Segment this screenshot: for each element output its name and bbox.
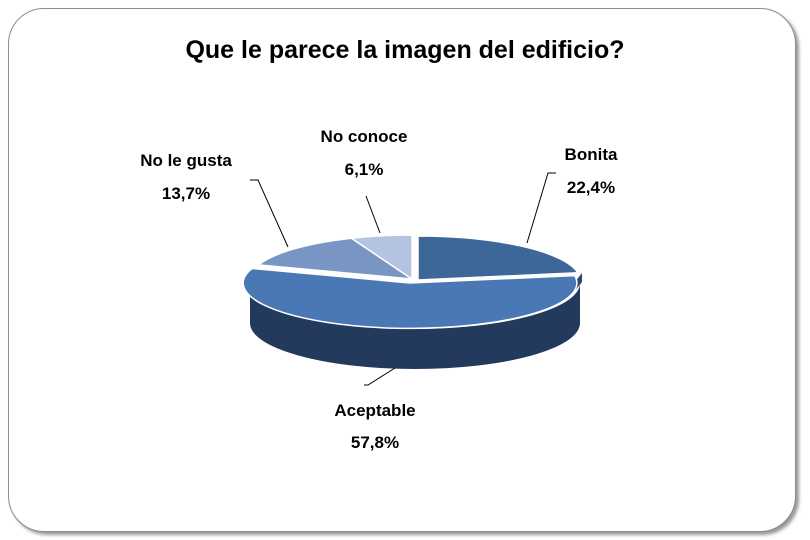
slice-bonita bbox=[418, 236, 578, 280]
label-bonita: Bonita bbox=[565, 145, 618, 164]
value-bonita: 22,4% bbox=[567, 178, 615, 197]
leader-line-aceptable bbox=[364, 368, 395, 385]
value-no-conoce: 6,1% bbox=[345, 160, 384, 179]
label-no-conoce: No conoce bbox=[321, 127, 408, 146]
leader-line-no-le-gusta bbox=[250, 180, 288, 247]
leader-line-no-conoce bbox=[366, 196, 380, 233]
value-aceptable: 57,8% bbox=[351, 433, 399, 452]
value-no-le-gusta: 13,7% bbox=[162, 184, 210, 203]
label-aceptable: Aceptable bbox=[334, 401, 415, 420]
leader-line-bonita bbox=[527, 173, 556, 243]
label-no-le-gusta: No le gusta bbox=[140, 151, 232, 170]
